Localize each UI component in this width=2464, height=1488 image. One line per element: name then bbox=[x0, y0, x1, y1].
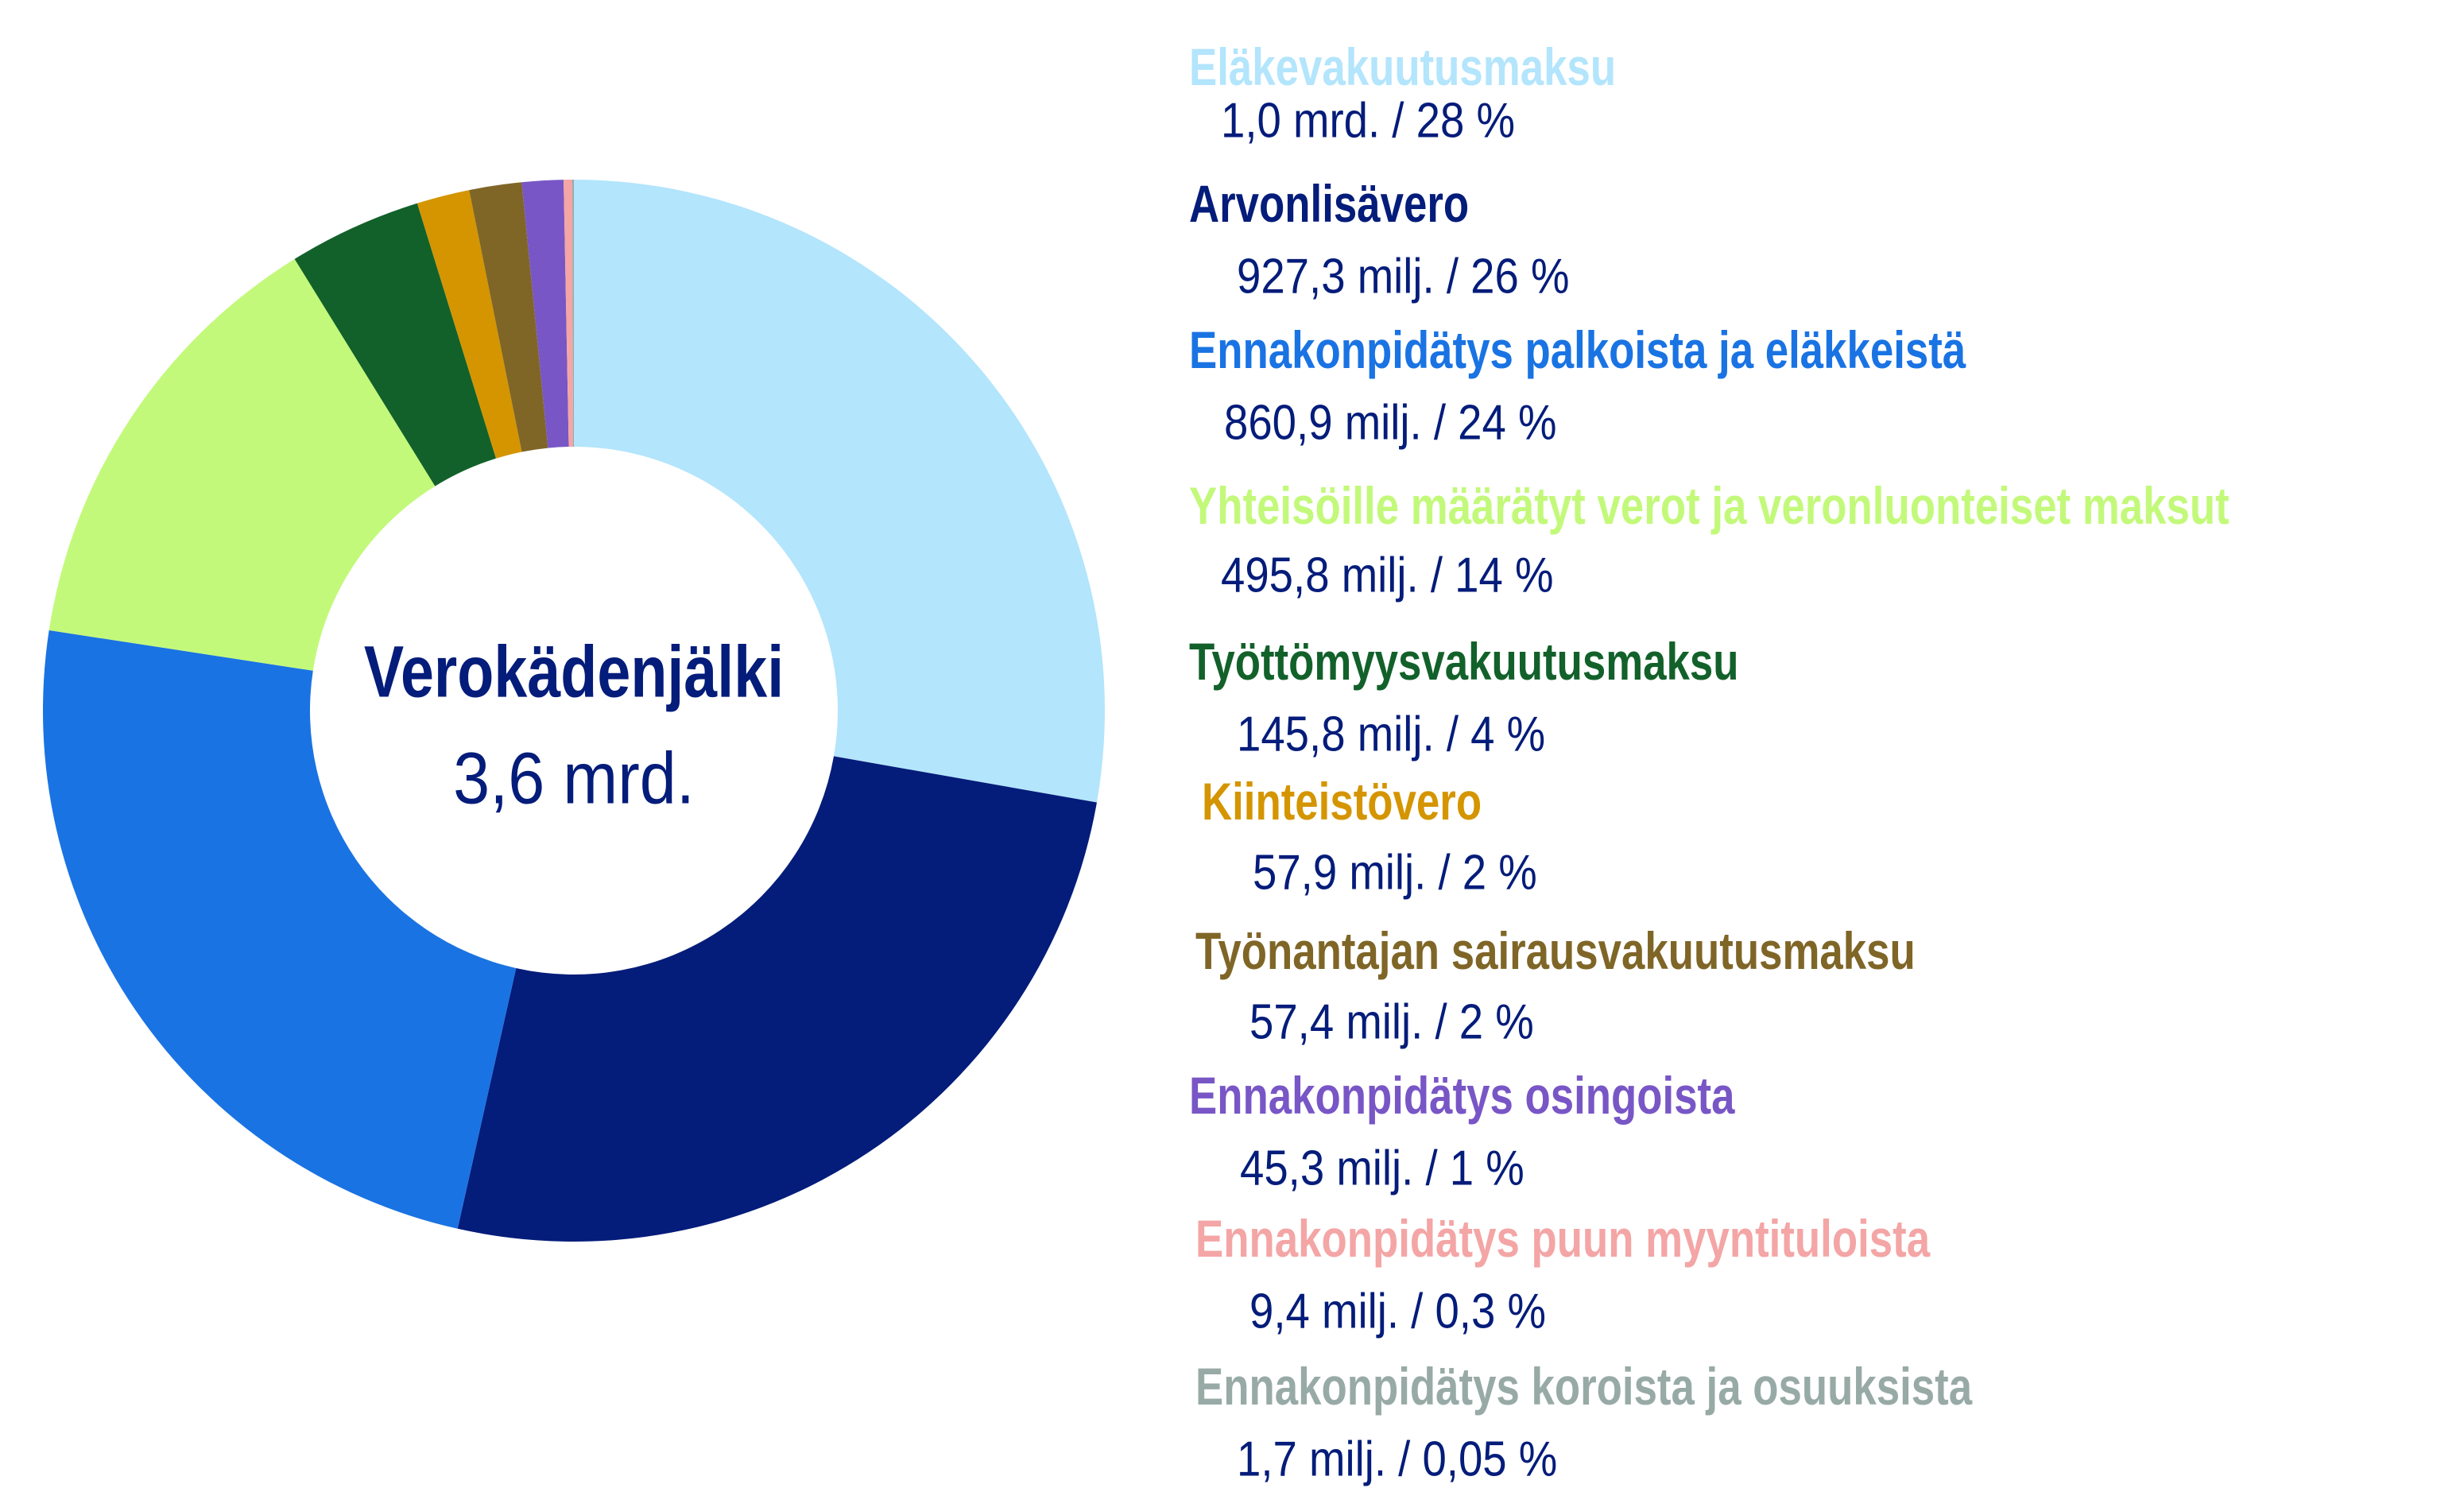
center-value: 3,6 mrd. bbox=[453, 738, 695, 820]
legend-value: 145,8 milj. / 4 % bbox=[1237, 707, 1546, 762]
donut-slice bbox=[42, 630, 517, 1229]
legend-label: Eläkevakuutusmaksu bbox=[1189, 37, 1617, 96]
legend-label: Ennakonpidätys puun myyntituloista bbox=[1195, 1209, 1931, 1268]
legend-value: 1,0 mrd. / 28 % bbox=[1221, 93, 1515, 149]
legend-value: 860,9 milj. / 24 % bbox=[1224, 395, 1557, 451]
legend-value: 1,7 milj. / 0,05 % bbox=[1237, 1432, 1558, 1487]
legend-value: 45,3 milj. / 1 % bbox=[1240, 1141, 1525, 1196]
donut-slice bbox=[457, 756, 1097, 1242]
legend-label: Työttömyysvakuutusmaksu bbox=[1189, 632, 1739, 691]
donut-slice bbox=[48, 258, 436, 671]
legend-label: Arvonlisävero bbox=[1189, 174, 1470, 233]
donut-chart bbox=[42, 180, 1105, 1242]
legend-label: Ennakonpidätys koroista ja osuuksista bbox=[1195, 1357, 1973, 1416]
legend-value: 57,9 milj. / 2 % bbox=[1253, 845, 1537, 901]
donut-slice bbox=[521, 180, 569, 448]
legend-label: Ennakonpidätys palkoista ja eläkkeistä bbox=[1189, 320, 1966, 379]
legend-label: Työnantajan sairausvakuutusmaksu bbox=[1195, 921, 1916, 980]
donut-slice bbox=[574, 180, 1105, 803]
donut-slice bbox=[294, 203, 497, 486]
legend-value: 927,3 milj. / 26 % bbox=[1237, 249, 1570, 304]
legend-value: 495,8 milj. / 14 % bbox=[1221, 548, 1554, 603]
legend-label: Ennakonpidätys osingoista bbox=[1189, 1066, 1735, 1125]
legend-value: 57,4 milj. / 2 % bbox=[1249, 994, 1534, 1050]
legend-label: Kiinteistövero bbox=[1202, 772, 1482, 831]
donut-slice bbox=[416, 190, 522, 459]
donut-slice bbox=[564, 180, 574, 448]
donut-slice bbox=[572, 180, 574, 448]
legend-label: Yhteisöille määrätyt verot ja veronluont… bbox=[1189, 476, 2230, 535]
center-title: Verokädenjälki bbox=[363, 631, 785, 713]
legend-value: 9,4 milj. / 0,3 % bbox=[1249, 1284, 1546, 1339]
donut-slice bbox=[469, 182, 548, 452]
